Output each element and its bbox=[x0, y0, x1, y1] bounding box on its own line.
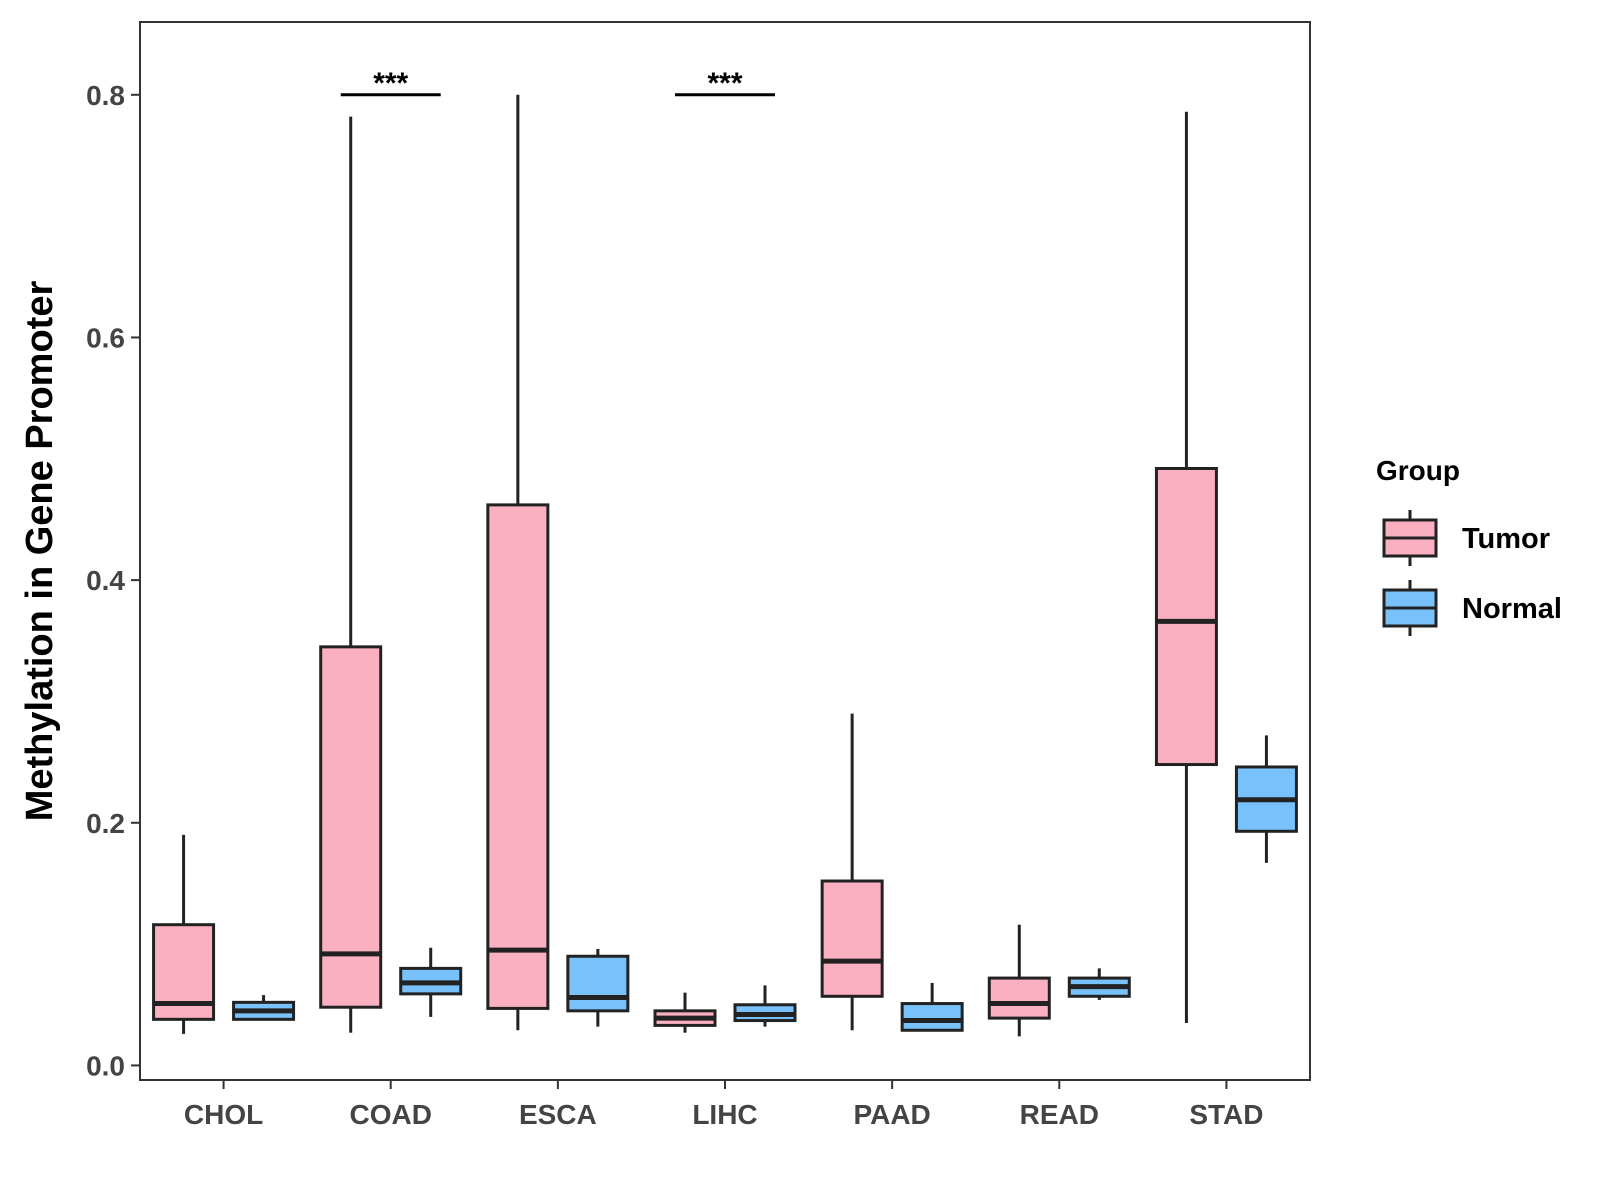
legend: Group Tumor Normal bbox=[1376, 455, 1562, 636]
box-normal-esca bbox=[566, 948, 630, 1027]
box-tumor-paad bbox=[820, 713, 884, 1031]
x-tick-label: COAD bbox=[349, 1099, 431, 1130]
y-axis-title: Methylation in Gene Promoter bbox=[19, 281, 61, 822]
y-tick-label: 0.0 bbox=[86, 1050, 125, 1081]
box-normal-paad bbox=[900, 982, 964, 1032]
box-tumor-read bbox=[987, 924, 1051, 1037]
box-body bbox=[486, 503, 550, 1010]
box-body bbox=[900, 1002, 964, 1032]
boxes-layer bbox=[152, 94, 1298, 1037]
y-tick-label: 0.2 bbox=[86, 808, 125, 839]
box-body bbox=[566, 954, 630, 1013]
legend-label: Normal bbox=[1462, 593, 1562, 625]
legend-item-tumor: Tumor bbox=[1382, 510, 1550, 566]
y-tick-label: 0.4 bbox=[86, 565, 125, 596]
legend-label: Tumor bbox=[1462, 523, 1550, 555]
box-tumor-coad bbox=[319, 116, 383, 1033]
y-tick-label: 0.8 bbox=[86, 80, 125, 111]
significance-label: *** bbox=[707, 67, 742, 100]
x-tick-label: STAD bbox=[1189, 1099, 1263, 1130]
box-normal-stad bbox=[1234, 735, 1298, 863]
box-body bbox=[1154, 466, 1218, 767]
box-tumor-chol bbox=[152, 834, 216, 1034]
y-tick-label: 0.6 bbox=[86, 322, 125, 353]
box-body bbox=[987, 976, 1051, 1020]
box-normal-read bbox=[1067, 968, 1131, 1000]
box-body bbox=[820, 879, 884, 998]
legend-item-normal: Normal bbox=[1382, 580, 1562, 636]
box-tumor-esca bbox=[486, 94, 550, 1031]
x-tick-label: READ bbox=[1020, 1099, 1099, 1130]
box-tumor-lihc bbox=[653, 992, 717, 1033]
box-normal-chol bbox=[232, 995, 296, 1021]
x-tick-label: ESCA bbox=[519, 1099, 597, 1130]
x-tick-label: CHOL bbox=[184, 1099, 263, 1130]
box-normal-coad bbox=[399, 947, 463, 1017]
x-tick-label: PAAD bbox=[854, 1099, 931, 1130]
significance-label: *** bbox=[373, 67, 408, 100]
box-body bbox=[319, 645, 383, 1009]
box-tumor-stad bbox=[1154, 111, 1218, 1023]
box-normal-lihc bbox=[733, 985, 797, 1027]
x-tick-label: LIHC bbox=[692, 1099, 757, 1130]
annotations-layer: *** *** bbox=[340, 67, 775, 100]
legend-title: Group bbox=[1376, 455, 1460, 486]
axis-layer: 0.0 0.2 0.4 0.6 0.8 CHOL COAD ESCA LIHC PAAD READ S… bbox=[86, 80, 1263, 1130]
